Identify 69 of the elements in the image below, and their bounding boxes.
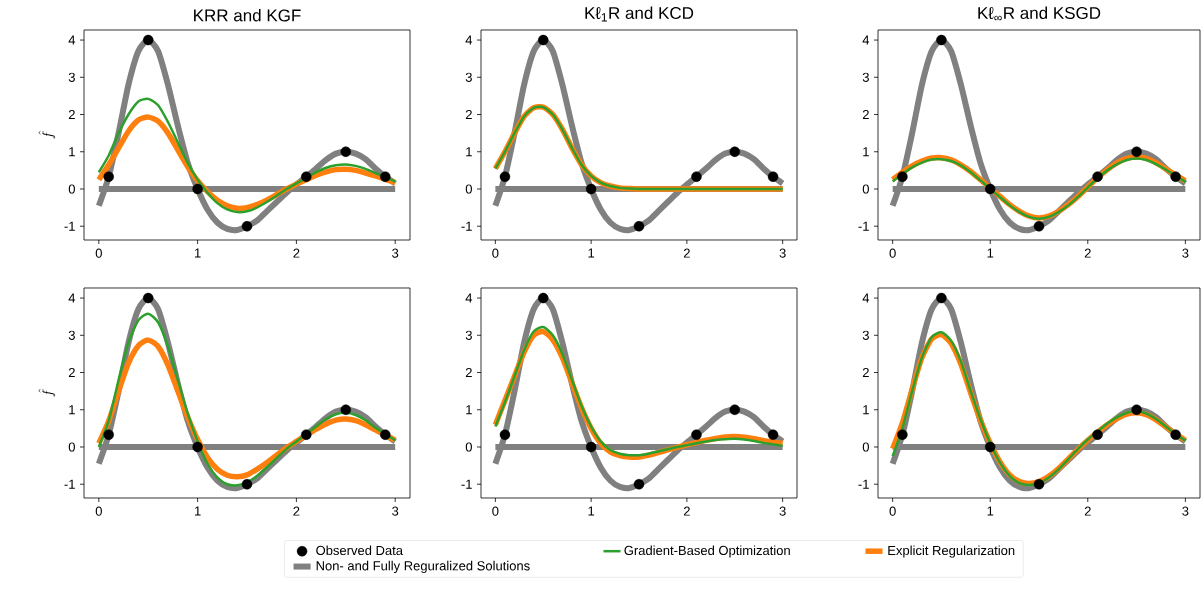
y-tick-label: 4 <box>862 293 870 303</box>
y-tick-label: 2 <box>68 367 75 378</box>
y-tick-label: 1 <box>69 405 75 415</box>
y-tick-label: 3 <box>68 72 75 82</box>
x-tick-label: 1 <box>588 506 595 516</box>
y-tick-label: 1 <box>69 147 75 157</box>
y-tick-label: 4 <box>862 35 870 45</box>
y-tick-label: 3 <box>465 72 472 82</box>
x-tick-label: 3 <box>779 248 786 258</box>
x-tick-label: 1 <box>987 506 994 516</box>
y-tick-label: 2 <box>68 109 75 120</box>
x-tick-label: 2 <box>293 248 300 258</box>
chart-title: KRR and KGF <box>194 8 301 22</box>
x-tick-label: 0 <box>95 248 102 258</box>
y-tick-label: 4 <box>68 35 76 45</box>
x-tick-label: 2 <box>1084 248 1091 258</box>
x-tick-label: 3 <box>1182 506 1189 516</box>
y-tick-label: -1 <box>461 479 472 489</box>
x-tick-label: 2 <box>1084 506 1091 516</box>
y-tick-label: 3 <box>465 330 472 340</box>
y-tick-label: 0 <box>465 184 472 194</box>
x-tick-label: 1 <box>588 248 595 258</box>
x-tick-label: 2 <box>293 506 300 516</box>
legend-label: Gradient-Based Optimization <box>624 545 790 558</box>
y-tick-label: 1 <box>466 405 472 415</box>
legend-label: Observed Data <box>316 545 404 556</box>
y-tick-label: 4 <box>68 293 76 303</box>
y-tick-label: 1 <box>863 405 869 415</box>
y-tick-label: 2 <box>862 109 869 120</box>
y-tick-label: 0 <box>862 442 869 452</box>
x-tick-label: 2 <box>683 506 690 516</box>
x-tick-label: 1 <box>987 248 994 258</box>
y-axis-title: $\hat{f}$ <box>38 130 56 139</box>
y-tick-label: -1 <box>461 221 472 231</box>
y-tick-label: 1 <box>863 147 869 157</box>
x-tick-label: 3 <box>1182 248 1189 258</box>
y-tick-label: -1 <box>64 479 75 489</box>
y-tick-label: 2 <box>465 109 472 120</box>
y-tick-label: -1 <box>64 221 75 231</box>
y-tick-label: 3 <box>862 72 869 82</box>
chart-title: Kℓ$_{∞}$R and KSGD <box>978 6 1101 21</box>
y-tick-label: 3 <box>862 330 869 340</box>
y-tick-label: 1 <box>466 147 472 157</box>
x-tick-label: 3 <box>392 248 399 258</box>
y-tick-label: 2 <box>465 367 472 378</box>
y-tick-label: 0 <box>68 442 75 452</box>
y-tick-label: 0 <box>465 442 472 452</box>
y-tick-label: 4 <box>465 293 473 303</box>
y-tick-label: -1 <box>858 479 869 489</box>
x-tick-label: 1 <box>194 248 201 258</box>
chart-title: Kℓ$_{1}$R and KCD <box>585 6 694 22</box>
x-tick-label: 3 <box>779 506 786 516</box>
y-tick-label: 0 <box>68 184 75 194</box>
x-tick-label: 0 <box>492 248 499 258</box>
y-tick-label: 4 <box>465 35 473 45</box>
x-tick-label: 0 <box>889 248 896 258</box>
x-tick-label: 0 <box>95 506 102 516</box>
y-tick-label: 0 <box>862 184 869 194</box>
legend-label: Explicit Regularization <box>888 545 1015 558</box>
x-tick-label: 0 <box>889 506 896 516</box>
legend-label: Non- and Fully Reguralized Solutions <box>316 560 530 573</box>
y-tick-label: -1 <box>858 221 869 231</box>
x-tick-label: 0 <box>492 506 499 516</box>
y-tick-label: 2 <box>862 367 869 378</box>
y-axis-title: $\hat{f}$ <box>38 388 56 397</box>
x-tick-label: 1 <box>194 506 201 516</box>
y-tick-label: 3 <box>68 330 75 340</box>
x-tick-label: 2 <box>683 248 690 258</box>
x-tick-label: 3 <box>392 506 399 516</box>
